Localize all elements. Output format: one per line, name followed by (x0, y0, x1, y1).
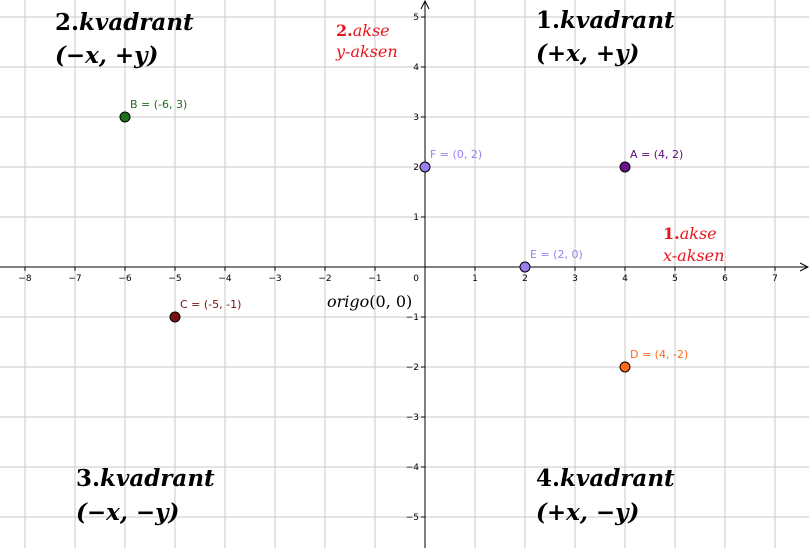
y-tick-label: 2 (413, 163, 419, 173)
x-tick-label: −7 (68, 274, 81, 284)
point-label: E = (2, 0) (530, 248, 583, 261)
tick-labels: −8 −7 −6 −5 −4 −3 −2 −1 1 2 3 4 5 6 7 −5 −4 −3 −2 −1 1 2 3 4 5 0 (18, 13, 778, 523)
point-marker (169, 311, 181, 323)
y-tick-label: −1 (406, 313, 419, 323)
x-tick-label: −1 (368, 274, 381, 284)
x-axis-note-title: 1.akse (663, 224, 717, 243)
quadrant-1-title: 1.kvadrant (536, 7, 675, 34)
point-label: C = (-5, -1) (180, 298, 241, 311)
y-tick-label: −4 (406, 463, 420, 473)
quadrant-2-signs: (−x, +y) (55, 42, 158, 69)
point-marker (119, 111, 131, 123)
x-tick-label: 5 (672, 274, 678, 284)
quadrant-2-title: 2.kvadrant (55, 9, 194, 36)
point-label: F = (0, 2) (430, 148, 482, 161)
y-tick-label: 3 (413, 113, 419, 123)
point-label: B = (-6, 3) (130, 98, 187, 111)
x-tick-label: −3 (268, 274, 281, 284)
y-tick-label: −5 (406, 513, 419, 523)
point-marker (419, 161, 431, 173)
x-tick-label: −5 (168, 274, 181, 284)
y-tick-label: 1 (413, 213, 419, 223)
x-tick-label: 3 (572, 274, 578, 284)
origin-tick-label: 0 (413, 274, 419, 284)
quadrant-3-signs: (−x, −y) (76, 499, 179, 526)
point-label: D = (4, -2) (630, 348, 688, 361)
point-label: A = (4, 2) (630, 148, 683, 161)
points: A = (4, 2) B = (-6, 3) C = (-5, -1) D = (4,… (119, 98, 688, 373)
y-axis-note-title: 2.akse (336, 21, 390, 40)
quadrant-4-title: 4.kvadrant (536, 465, 675, 492)
y-tick-label: 5 (413, 13, 419, 23)
x-axis-arrow (799, 262, 809, 272)
y-tick-label: −2 (406, 363, 419, 373)
x-tick-label: −8 (18, 274, 32, 284)
quadrant-3-title: 3.kvadrant (76, 465, 215, 492)
point-marker (619, 161, 631, 173)
x-tick-label: 6 (722, 274, 728, 284)
x-tick-label: 2 (522, 274, 528, 284)
x-tick-label: 1 (472, 274, 478, 284)
x-tick-label: −4 (218, 274, 232, 284)
point-marker (519, 261, 531, 273)
point-marker (619, 361, 631, 373)
origin-label: origo(0, 0) (327, 292, 412, 311)
x-axis-note-name: x-aksen (663, 246, 724, 265)
y-axis-note-name: y-aksen (335, 42, 398, 61)
quadrant-4-signs: (+x, −y) (536, 499, 639, 526)
y-axis-arrow (420, 0, 430, 10)
x-tick-label: 4 (622, 274, 628, 284)
x-tick-label: −6 (118, 274, 132, 284)
x-tick-label: −2 (318, 274, 331, 284)
y-tick-label: −3 (406, 413, 419, 423)
quadrant-1-signs: (+x, +y) (536, 40, 639, 67)
y-tick-label: 4 (413, 63, 419, 73)
x-tick-label: 7 (772, 274, 778, 284)
